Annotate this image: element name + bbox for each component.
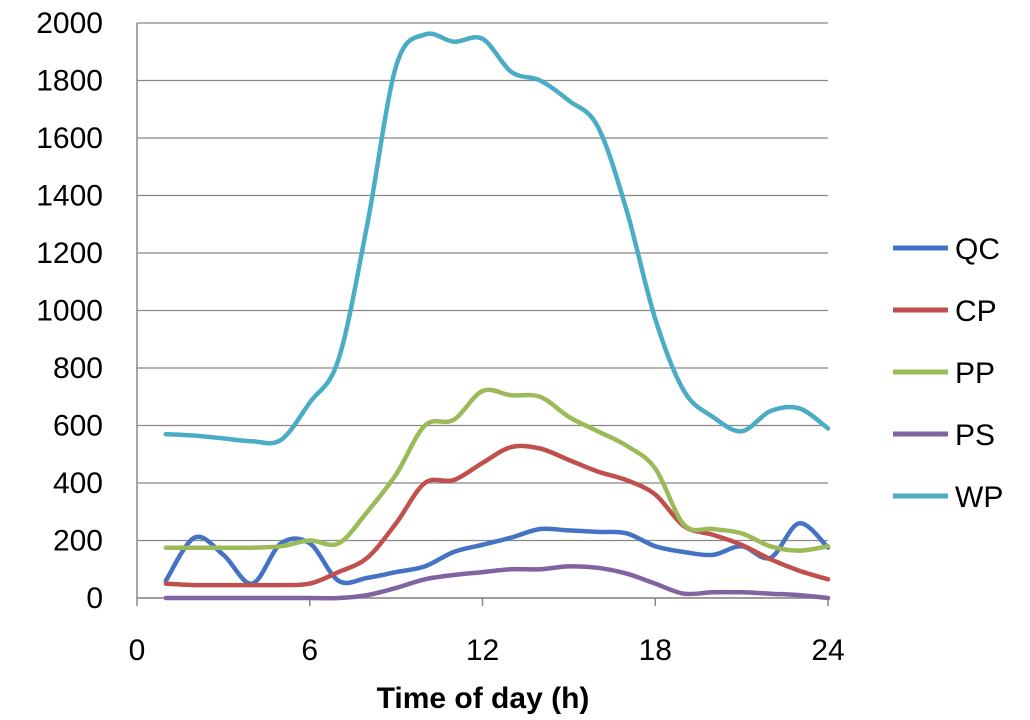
x-tick-label: 6 [301,634,318,667]
legend-label-ps: PS [955,419,995,452]
gridlines [137,22,828,599]
y-tick-label: 0 [86,582,103,615]
legend-label-qc: QC [955,233,1000,266]
y-tick-labels: 0 200 400 600 800 1000 1200 1400 1600 1800 2000 [36,7,103,615]
y-tick-label: 600 [53,410,103,443]
x-tick-label: 12 [466,634,499,667]
x-tick-labels: 0 6 12 18 24 [129,634,845,667]
x-tick-label: 24 [811,634,844,667]
legend-label-cp: CP [955,295,997,328]
legend: QC CP PP PS WP [893,233,1003,514]
legend-label-wp: WP [955,481,1003,514]
series-line-cp [163,443,831,588]
y-tick-label: 1800 [36,65,103,98]
y-tick-label: 2000 [36,7,103,40]
series-line-pp [163,387,831,553]
y-tick-label: 400 [53,467,103,500]
x-tick-label: 0 [129,634,146,667]
x-tick-label: 18 [639,634,672,667]
series-line-wp [163,31,831,446]
y-tick-label: 200 [53,525,103,558]
legend-label-pp: PP [955,357,995,390]
series-lines [163,31,831,601]
axes [136,23,829,606]
series-line-ps [163,564,831,601]
y-tick-label: 1000 [36,295,103,328]
x-axis-title: Time of day (h) [377,682,590,715]
y-tick-label: 800 [53,352,103,385]
y-tick-label: 1200 [36,237,103,270]
y-tick-label: 1400 [36,180,103,213]
y-tick-label: 1600 [36,122,103,155]
